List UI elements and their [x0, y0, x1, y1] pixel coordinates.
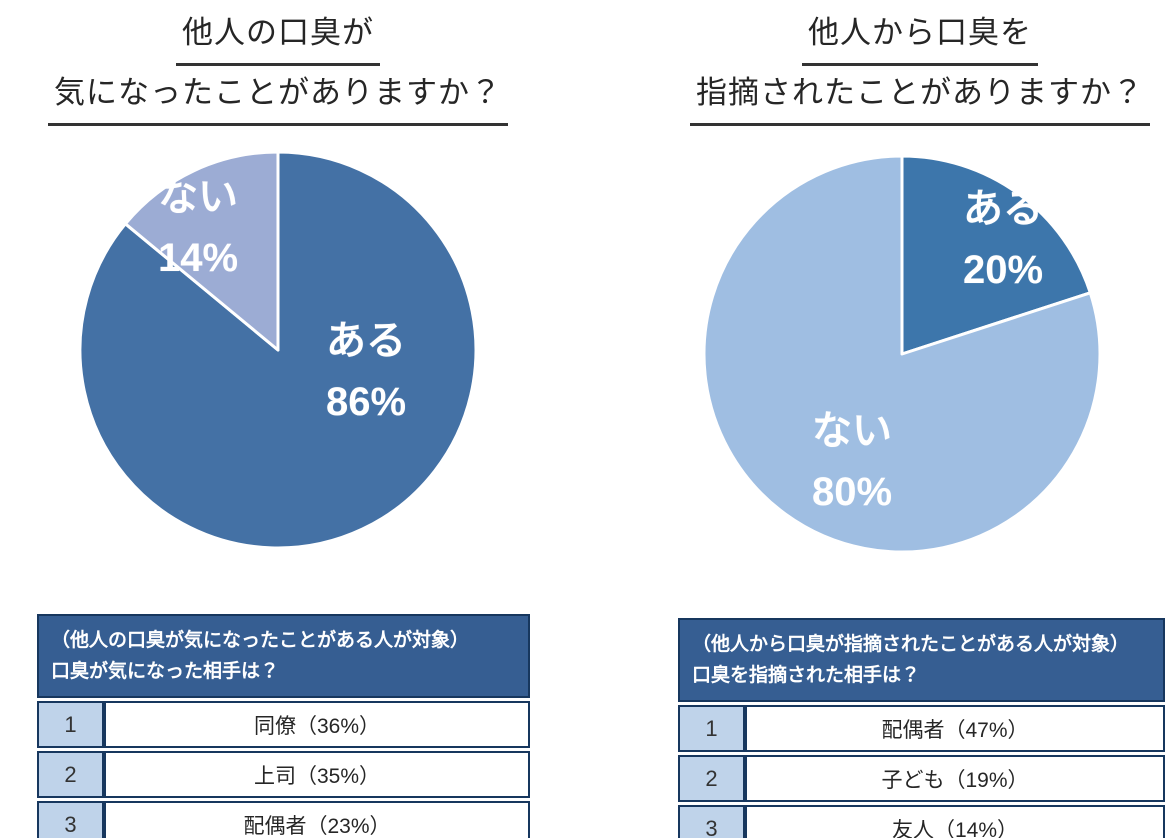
- table-left-header-line2: 口臭が気になった相手は？: [51, 661, 280, 682]
- pie-right-label-aru: ある 20%: [963, 179, 1043, 301]
- pie-left-label-nai-text: ない: [158, 175, 238, 219]
- table-row: 1 配偶者（47%）: [678, 705, 1165, 752]
- ranking-table-right: （他人から口臭が指摘されたことがある人が対象） 口臭を指摘された相手は？ 1 配…: [678, 615, 1165, 838]
- table-right-header-line2: 口臭を指摘された相手は？: [692, 665, 921, 686]
- pie-left-label-aru-pct: 86%: [325, 380, 407, 424]
- rank-value: 配偶者（47%）: [745, 705, 1165, 752]
- pie-left-title: 他人の口臭が 気になったことがありますか？: [28, 6, 528, 126]
- pie-left-title-line2: 気になったことがありますか？: [48, 66, 508, 126]
- rank-value: 子ども（19%）: [745, 755, 1165, 802]
- rank-number: 2: [678, 755, 745, 802]
- pie-chart-left: ない 14% ある 86%: [78, 150, 478, 550]
- rank-value: 上司（35%）: [104, 751, 530, 798]
- ranking-table-left: （他人の口臭が気になったことがある人が対象） 口臭が気になった相手は？ 1 同僚…: [37, 611, 530, 838]
- table-header-row: （他人から口臭が指摘されたことがある人が対象） 口臭を指摘された相手は？: [678, 618, 1165, 702]
- rank-number: 3: [678, 805, 745, 838]
- rank-number: 2: [37, 751, 104, 798]
- pie-right-slice-nai: [702, 154, 1102, 554]
- table-right-header-line1: （他人から口臭が指摘されたことがある人が対象）: [692, 634, 1130, 655]
- rank-value: 同僚（36%）: [104, 701, 530, 748]
- table-row: 3 友人（14%）: [678, 805, 1165, 838]
- pie-right-title-line2: 指摘されたことがありますか？: [690, 66, 1150, 126]
- table-row: 2 上司（35%）: [37, 751, 530, 798]
- table-row: 3 配偶者（23%）: [37, 801, 530, 838]
- pie-right-label-nai-text: ない: [812, 409, 892, 453]
- rank-number: 1: [678, 705, 745, 752]
- table-left-header-line1: （他人の口臭が気になったことがある人が対象）: [51, 630, 470, 651]
- table-left-header: （他人の口臭が気になったことがある人が対象） 口臭が気になった相手は？: [37, 614, 530, 698]
- table-row: 1 同僚（36%）: [37, 701, 530, 748]
- rank-number: 1: [37, 701, 104, 748]
- pie-left-label-aru: ある 86%: [326, 311, 406, 433]
- pie-right-label-nai-pct: 80%: [811, 470, 893, 514]
- pie-right-label-aru-text: ある: [963, 187, 1043, 231]
- pie-chart-right-svg: [702, 154, 1102, 554]
- table-header-row: （他人の口臭が気になったことがある人が対象） 口臭が気になった相手は？: [37, 614, 530, 698]
- pie-left-label-nai-pct: 14%: [157, 236, 239, 280]
- pie-chart-left-svg: [78, 150, 478, 550]
- pie-right-label-aru-pct: 20%: [962, 248, 1044, 292]
- pie-chart-right: ある 20% ない 80%: [702, 154, 1102, 554]
- rank-value: 友人（14%）: [745, 805, 1165, 838]
- pie-left-slice-aru: [78, 150, 478, 550]
- pie-left-title-line1: 他人の口臭が: [176, 6, 380, 66]
- pie-right-title-line1: 他人から口臭を: [802, 6, 1038, 66]
- pie-left-label-nai: ない 14%: [158, 167, 238, 289]
- pie-left-slice-nai: [123, 150, 280, 352]
- pie-right-title: 他人から口臭を 指摘されたことがありますか？: [670, 6, 1170, 126]
- rank-value: 配偶者（23%）: [104, 801, 530, 838]
- rank-number: 3: [37, 801, 104, 838]
- pie-left-label-aru-text: ある: [326, 319, 406, 363]
- pie-right-slice-aru: [900, 154, 1092, 356]
- table-row: 2 子ども（19%）: [678, 755, 1165, 802]
- pie-right-label-nai: ない 80%: [812, 401, 892, 523]
- table-right-header: （他人から口臭が指摘されたことがある人が対象） 口臭を指摘された相手は？: [678, 618, 1165, 702]
